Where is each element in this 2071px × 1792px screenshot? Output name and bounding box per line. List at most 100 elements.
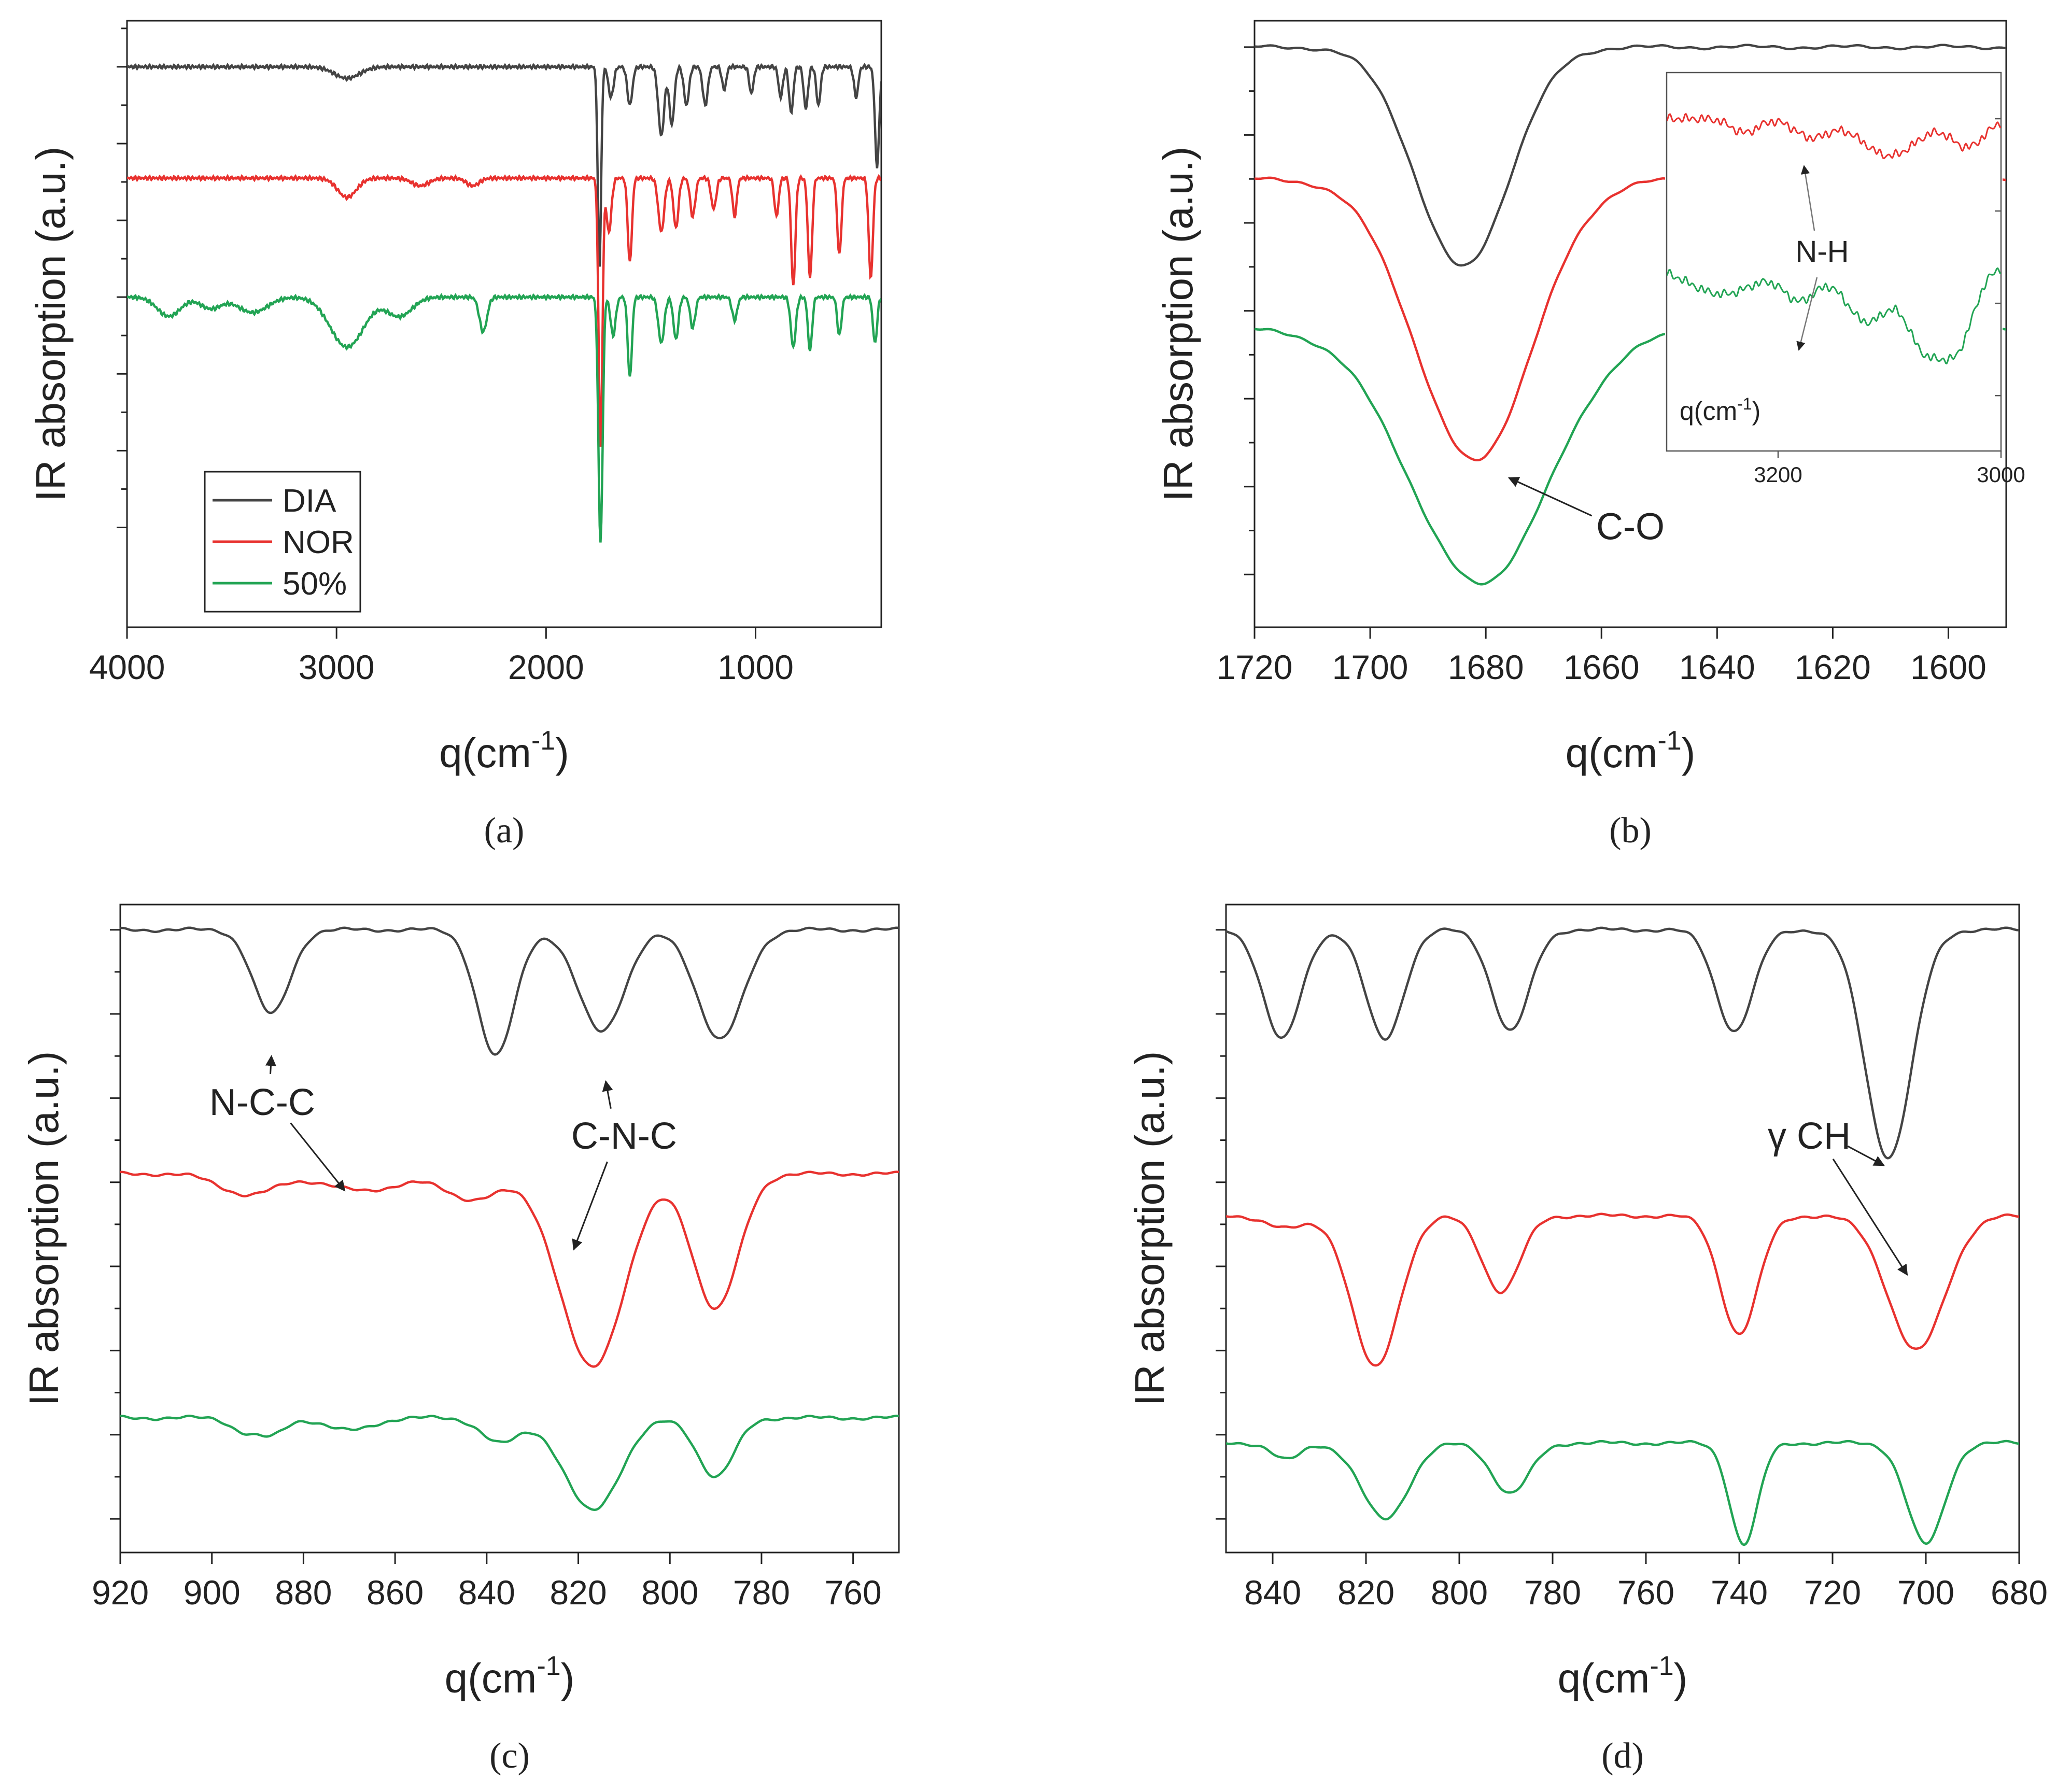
inset-series-line-nor xyxy=(1667,112,2001,160)
annotation-arrow xyxy=(1832,1158,1908,1276)
x-axis-label-sup: -1 xyxy=(1657,726,1681,756)
inset-arrow xyxy=(1796,277,1818,351)
inset-series-line-50pct xyxy=(1667,267,2001,365)
inset-chart: 3200 3000 N-H q(cm-1) xyxy=(1665,71,2025,487)
x-axis-label-sup: -1 xyxy=(537,1651,560,1681)
x-tick-label: 820 xyxy=(550,1573,607,1612)
annotation-arrow xyxy=(572,1161,608,1251)
x-tick-label: 3000 xyxy=(299,648,375,686)
x-axis-label-tail: ) xyxy=(1674,1655,1688,1701)
chart-panel-c: 920 900 880 860 840 820 800 780 760 q(cm-1) IR abs… xyxy=(21,904,900,1776)
x-tick-label: 720 xyxy=(1804,1573,1861,1612)
legend: DIA NOR 50% xyxy=(204,471,361,613)
annotation-label: C-N-C xyxy=(571,1116,677,1157)
x-tick-label: 1640 xyxy=(1679,648,1755,686)
plot-frame xyxy=(119,904,900,1554)
x-tick-label: 800 xyxy=(1431,1573,1488,1612)
x-axis-label-main: q(cm xyxy=(1566,730,1658,776)
x-axis-label: q(cm-1) xyxy=(439,726,569,776)
x-axis-label-tail: ) xyxy=(555,730,569,776)
x-tick-label: 780 xyxy=(733,1573,790,1612)
y-axis-label: IR absorption (a.u.) xyxy=(21,1051,67,1406)
y-axis-label: IR absorption (a.u.) xyxy=(1126,1051,1173,1406)
series-line-nor xyxy=(127,174,881,447)
annotation-label: N-C-C xyxy=(209,1082,315,1123)
x-tick-label: 1600 xyxy=(1910,648,1987,686)
annotation-label: C-O xyxy=(1596,506,1665,547)
x-tick-label: 800 xyxy=(641,1573,698,1612)
x-tick-label: 780 xyxy=(1524,1573,1581,1612)
x-tick-label: 760 xyxy=(825,1573,882,1612)
annotation-cnc: C-N-C xyxy=(571,1080,677,1251)
x-tick-label: 1680 xyxy=(1448,648,1524,686)
legend-label: NOR xyxy=(283,525,354,560)
chart-panel-a: 4000 3000 2000 1000 q(cm-1) IR absorption (a.… xyxy=(27,20,882,851)
x-axis-label-tail: ) xyxy=(561,1655,575,1701)
inset-x-axis-label: q(cm-1) xyxy=(1680,394,1760,426)
annotation-arrow xyxy=(1847,1145,1885,1166)
y-axis-label: IR absorption (a.u.) xyxy=(1155,147,1201,502)
x-axis-label-sup: -1 xyxy=(531,726,555,756)
x-axis-label: q(cm-1) xyxy=(1558,1651,1688,1701)
x-tick-label: 740 xyxy=(1711,1573,1768,1612)
inset-arrow xyxy=(1800,165,1815,231)
panel-caption: (b) xyxy=(1609,811,1652,851)
x-tick-label: 1720 xyxy=(1217,648,1293,686)
x-tick-label: 1700 xyxy=(1332,648,1408,686)
chart-panel-b: 1720 1700 1680 1660 1640 1620 1600 q(cm-1) IR ab… xyxy=(1155,20,2025,851)
x-tick-label: 700 xyxy=(1897,1573,1954,1612)
inset-x-tick-label: 3000 xyxy=(1977,462,2025,487)
annotation-ncc: N-C-C xyxy=(209,1055,346,1192)
series-line-nor xyxy=(120,1170,899,1368)
x-axis-label-main: q(cm xyxy=(439,730,531,776)
x-tick-label: 680 xyxy=(1991,1573,2048,1612)
series-line-dia xyxy=(1255,44,2006,267)
x-tick-label: 880 xyxy=(275,1573,332,1612)
x-tick-label: 920 xyxy=(92,1573,149,1612)
annotation-label: γ CH xyxy=(1768,1116,1851,1157)
x-tick-label: 840 xyxy=(458,1573,515,1612)
inset-background xyxy=(1665,71,2003,453)
x-axis-label: q(cm-1) xyxy=(1566,726,1696,776)
y-axis-label: IR absorption (a.u.) xyxy=(27,147,74,502)
annotation-co: C-O xyxy=(1508,477,1665,547)
x-tick-label: 900 xyxy=(184,1573,241,1612)
x-tick-label: 1620 xyxy=(1795,648,1871,686)
legend-label: 50% xyxy=(283,566,347,602)
panel-caption: (d) xyxy=(1601,1736,1644,1776)
inset-x-tick-label: 3200 xyxy=(1754,462,1802,487)
x-axis-label-main: q(cm xyxy=(445,1655,537,1701)
inset-label: N-H xyxy=(1795,235,1849,269)
annotation-arrow xyxy=(290,1122,346,1192)
panel-caption: (c) xyxy=(489,1736,530,1776)
x-tick-label: 760 xyxy=(1617,1573,1674,1612)
plot-frame xyxy=(126,20,882,628)
x-axis-label-tail: ) xyxy=(1682,730,1696,776)
x-tick-label: 4000 xyxy=(89,648,165,686)
series-line-dia xyxy=(1226,926,2019,1160)
x-tick-label: 860 xyxy=(367,1573,424,1612)
x-tick-label: 820 xyxy=(1337,1573,1394,1612)
x-tick-label: 1660 xyxy=(1563,648,1640,686)
series-line-dia xyxy=(127,62,881,267)
series-line-50pct xyxy=(1226,1440,2019,1546)
series-line-nor xyxy=(1226,1212,2019,1367)
panel-caption: (a) xyxy=(484,811,525,851)
annotation-arrow xyxy=(1508,477,1593,517)
series-line-50pct xyxy=(120,1415,899,1511)
x-axis-label-main: q(cm xyxy=(1558,1655,1650,1701)
plot-frame xyxy=(1225,904,2020,1554)
annotation-gch: γ CH xyxy=(1768,1116,1908,1276)
plot-frame xyxy=(1253,20,2007,628)
x-axis-label: q(cm-1) xyxy=(445,1651,575,1701)
x-axis-label-sup: -1 xyxy=(1650,1651,1673,1681)
chart-panel-d: 840 820 800 780 760 740 720 700 680 q(cm-1) IR abs… xyxy=(1126,904,2048,1776)
inset-frame xyxy=(1666,72,2002,452)
series-line-dia xyxy=(120,926,899,1056)
x-tick-label: 1000 xyxy=(717,648,794,686)
annotation-arrow xyxy=(602,1080,613,1109)
annotation-arrow xyxy=(265,1055,276,1074)
series-line-50pct xyxy=(127,293,881,543)
legend-label: DIA xyxy=(283,483,336,519)
